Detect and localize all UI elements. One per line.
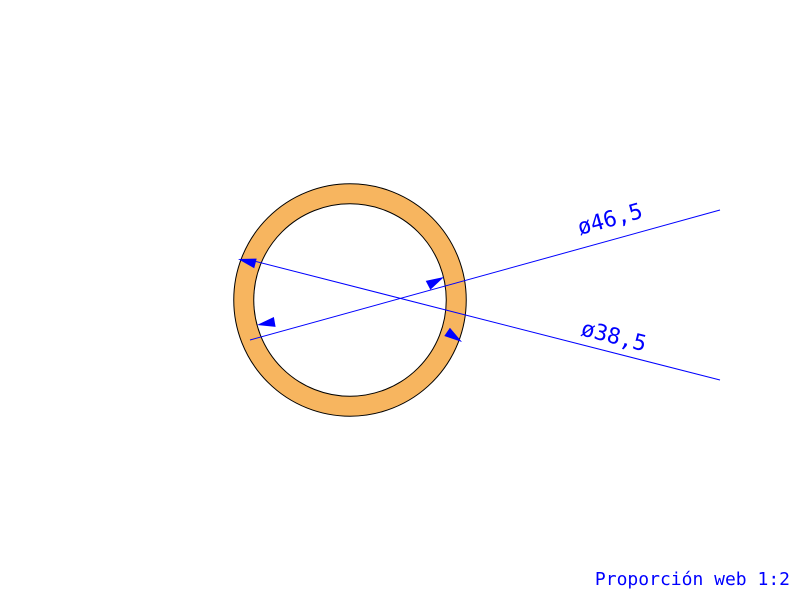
technical-drawing: ø46,5ø38,5Proporción web 1:2	[0, 0, 800, 600]
canvas-background	[0, 0, 800, 600]
scale-note: Proporción web 1:2	[595, 569, 790, 590]
